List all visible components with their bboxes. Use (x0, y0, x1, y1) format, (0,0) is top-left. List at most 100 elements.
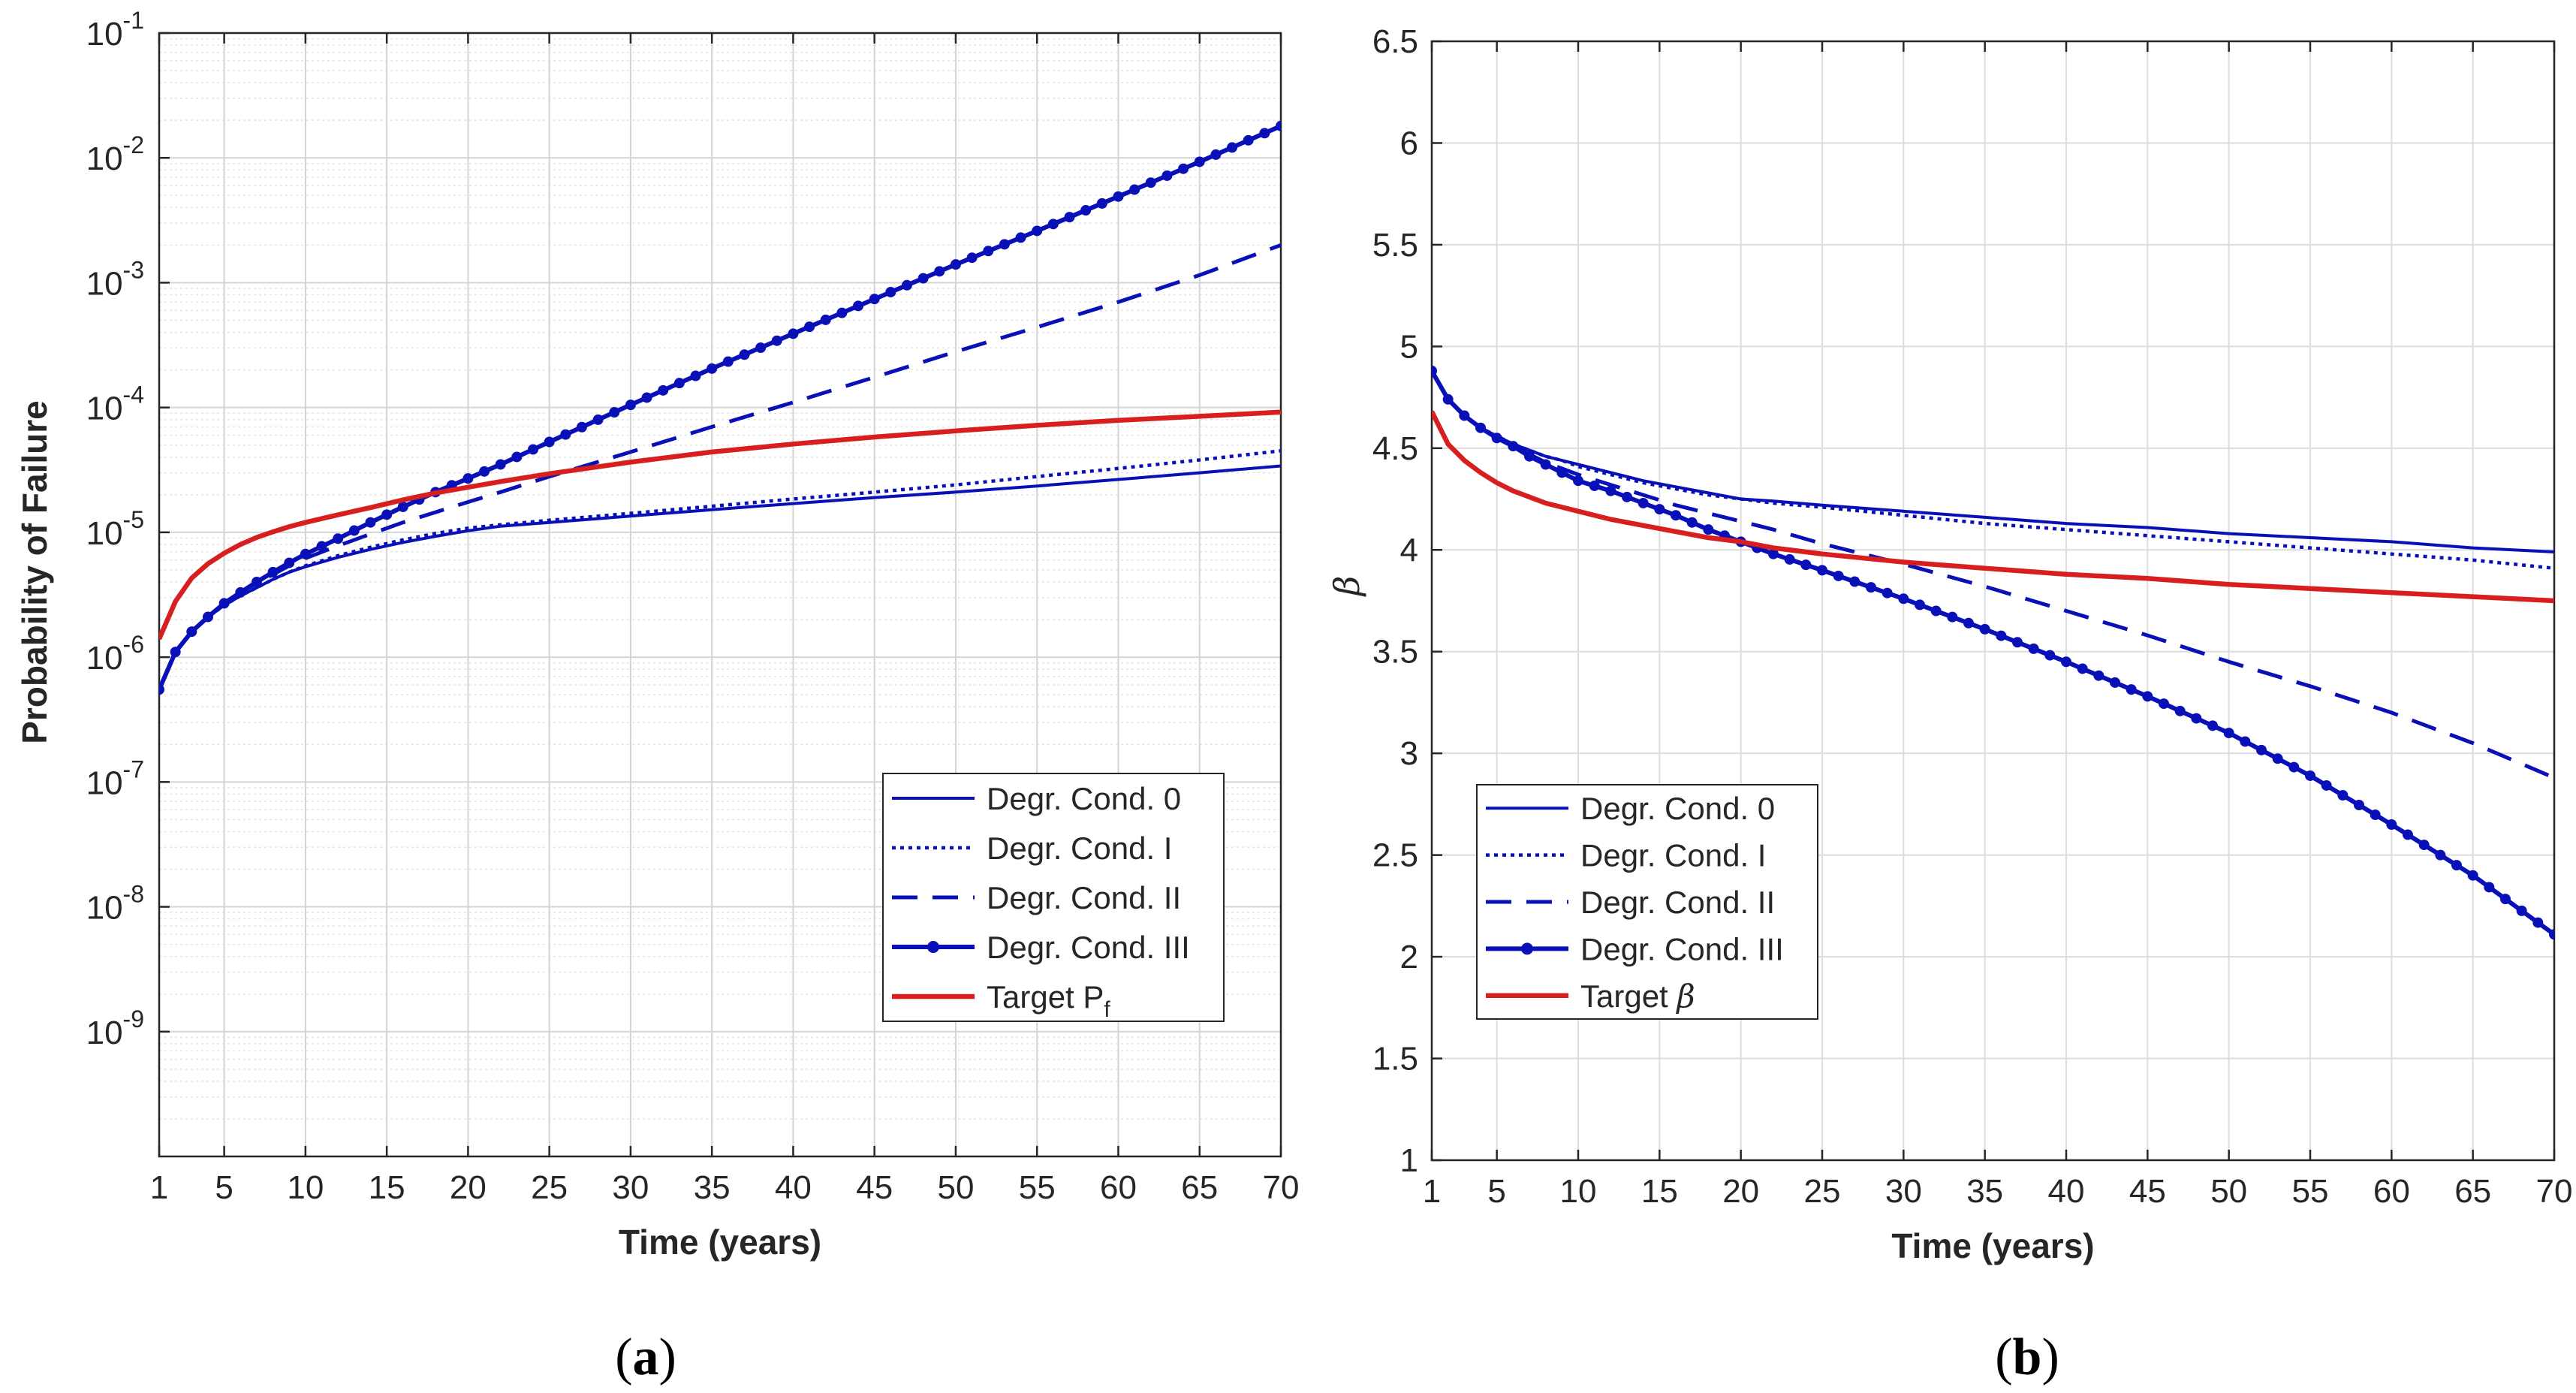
y-tick-label: 1.5 (1372, 1041, 1418, 1078)
series-marker (202, 611, 213, 623)
series-marker (1161, 170, 1173, 181)
series-marker (999, 239, 1010, 250)
y-tick-label: 4 (1400, 532, 1418, 568)
series-marker (1540, 459, 1551, 470)
series-marker (1276, 120, 1281, 131)
series-marker (966, 252, 978, 264)
series-marker (2484, 882, 2495, 893)
series-marker (495, 459, 506, 470)
series-marker (2272, 753, 2283, 764)
series-marker (1210, 149, 1222, 160)
series-marker (2403, 829, 2413, 840)
series-marker (2044, 650, 2056, 661)
series-marker (1817, 565, 1827, 576)
series-marker (1113, 191, 1124, 202)
series-marker (235, 586, 246, 598)
series-marker (673, 378, 685, 389)
series-marker (300, 548, 311, 559)
axes-box (158, 32, 1282, 1158)
series-marker (1491, 433, 1502, 444)
series-marker (1898, 593, 1909, 605)
x-tick-label: 65 (1181, 1169, 1218, 1206)
y-tick-label: 5 (1400, 328, 1418, 365)
series-marker (1800, 559, 1812, 571)
y-tick-label: 10-2 (86, 131, 144, 177)
series-marker (2012, 637, 2023, 648)
x-tick-label: 25 (531, 1169, 568, 1206)
series-marker (1605, 485, 1616, 496)
series-marker (170, 647, 181, 658)
series-marker (1243, 134, 1254, 146)
series-marker (1654, 504, 1665, 515)
series-marker (788, 328, 799, 339)
series-marker (804, 321, 815, 333)
x-axis-label: Time (years) (619, 1223, 821, 1262)
series-marker (397, 501, 408, 512)
series-marker (2337, 789, 2349, 801)
series-marker (2321, 779, 2332, 791)
x-tick-label: 55 (2292, 1173, 2329, 1210)
panel-caption: (a) (615, 1328, 676, 1386)
series-marker (690, 370, 701, 381)
series-marker (2174, 705, 2186, 716)
chart-a-failure-probability: 1 5 10 15 20 25 30 35 40 45 50 55 60 65 7010-910-810-7… (15, 7, 1299, 1386)
series-line-target (1432, 410, 2554, 604)
series-marker (2077, 663, 2088, 674)
series-marker (1145, 177, 1156, 188)
series-marker (609, 407, 620, 418)
legend-marker (927, 941, 939, 953)
series-marker (544, 436, 555, 448)
x-tick-label: 20 (1722, 1173, 1759, 1210)
x-tick-label: 70 (2536, 1173, 2573, 1210)
series-marker (1671, 510, 1681, 521)
series-line-degr-cond-i (1432, 369, 2554, 570)
series-marker (1703, 524, 1714, 535)
legend-label: Degr. Cond. I (987, 831, 1172, 866)
legend-label: Target Pf (987, 979, 1110, 1022)
x-tick-label: 25 (1804, 1173, 1841, 1210)
series-marker (316, 541, 327, 552)
legend-label: Degr. Cond. III (987, 930, 1190, 965)
series-marker (218, 598, 230, 609)
legend-label: Degr. Cond. I (1580, 838, 1766, 873)
series-marker (1833, 570, 1844, 581)
series-marker (1963, 617, 1974, 629)
series-marker (820, 314, 831, 325)
series-line-degr-cond-ii (159, 243, 1281, 691)
y-tick-label: 2 (1400, 939, 1418, 975)
legend: Degr. Cond. 0 Degr. Cond. I Degr. Cond. II… (1476, 784, 1818, 1020)
x-tick-label: 15 (1641, 1173, 1678, 1210)
legend-label: Degr. Cond. 0 (1580, 791, 1775, 826)
series-marker (365, 517, 376, 528)
series-marker (1524, 451, 1535, 462)
series-marker (1686, 517, 1698, 528)
series-marker (186, 626, 197, 638)
series-marker (934, 266, 945, 277)
x-tick-label: 5 (215, 1169, 233, 1206)
series-marker (1849, 576, 1860, 587)
series-marker (2500, 894, 2511, 905)
series-marker (2061, 656, 2071, 668)
series-marker (2451, 860, 2462, 871)
series-marker (771, 335, 782, 346)
series-line-degr-cond-i (159, 449, 1281, 691)
y-tick-label: 10-6 (86, 631, 144, 677)
series-marker (2386, 819, 2397, 830)
x-tick-label: 15 (369, 1169, 405, 1206)
legend-label: Degr. Cond. 0 (987, 781, 1181, 816)
series-marker (267, 566, 279, 577)
y-axis-label: β (1327, 576, 1367, 598)
x-tick-label: 30 (612, 1169, 649, 1206)
series-marker (950, 259, 961, 270)
series-marker (1996, 630, 2007, 641)
series-marker (658, 384, 669, 396)
series-marker (1064, 212, 1075, 223)
series-line-target-p (159, 409, 1281, 641)
series-marker (1096, 197, 1107, 209)
series-marker (722, 356, 734, 367)
series-marker (2354, 799, 2364, 810)
series-marker (479, 466, 490, 477)
series-marker (511, 451, 523, 463)
y-tick-label: 10-7 (86, 755, 144, 801)
series-marker (853, 300, 864, 312)
